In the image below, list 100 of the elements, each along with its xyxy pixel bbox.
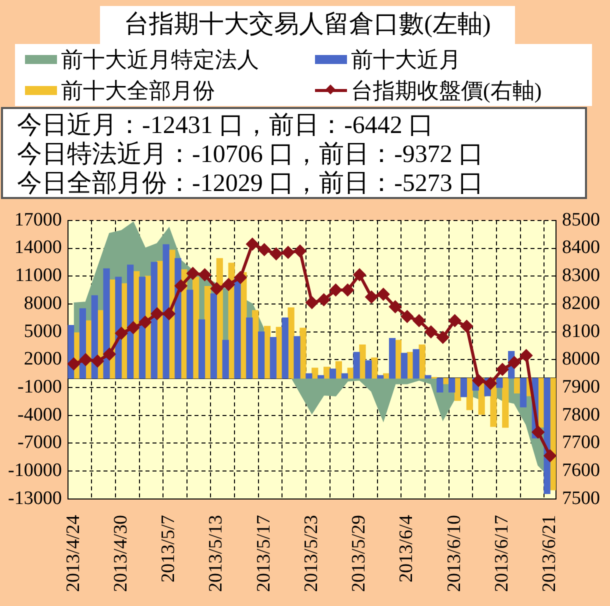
point	[92, 355, 104, 368]
bar	[388, 338, 396, 379]
point	[472, 374, 485, 387]
bar	[377, 375, 384, 379]
bar	[282, 318, 288, 379]
point	[401, 310, 414, 322]
bar	[294, 336, 300, 379]
y-tick-label: 11000	[15, 265, 62, 286]
point	[186, 267, 199, 280]
y2-tick-label: 7700	[562, 432, 600, 454]
y-tick-label: 17000	[14, 209, 62, 230]
y2-tick-label: 7900	[562, 376, 600, 398]
bar	[400, 352, 408, 379]
y-tick-label: -10000	[8, 460, 62, 482]
y2-tick-label: 7500	[562, 488, 600, 509]
y2-tick-label: 8300	[562, 265, 600, 286]
legend-label: 前十大全部月份	[61, 76, 215, 104]
y-tick-label: -1000	[18, 376, 62, 398]
bar	[466, 378, 473, 410]
y2-tick-label: 8100	[562, 320, 600, 342]
y-tick-label: 2000	[24, 348, 62, 370]
text: 今日特法近月：-10706 口，前日：-9372 口	[17, 140, 485, 169]
bar	[365, 360, 372, 379]
point	[139, 316, 152, 328]
bar	[300, 328, 306, 379]
point	[210, 282, 223, 295]
point	[365, 291, 378, 303]
point	[68, 358, 80, 370]
bar	[502, 378, 509, 428]
legend-label: 前十大近月特定法人	[61, 46, 259, 74]
y2-tick-label: 8200	[562, 292, 600, 314]
point	[436, 331, 449, 344]
bar	[138, 276, 146, 379]
bar	[198, 319, 206, 379]
point	[544, 450, 556, 462]
point	[306, 296, 318, 309]
point	[532, 426, 544, 438]
bar	[246, 318, 253, 379]
bar	[353, 352, 360, 379]
point	[282, 246, 294, 258]
bar	[234, 278, 241, 379]
y2-tick-label: 7600	[562, 460, 600, 482]
point	[330, 284, 342, 296]
point	[460, 320, 473, 332]
point	[80, 354, 92, 366]
x-tick-label: 2013/5/23	[300, 514, 322, 592]
point	[151, 308, 164, 320]
bar	[329, 368, 336, 379]
bar	[312, 368, 318, 379]
chart-title: 台指期十大交易人留倉口數(左軸)	[100, 6, 515, 44]
bar	[270, 337, 277, 379]
y-tick-label: -4000	[18, 404, 62, 426]
bar	[514, 378, 521, 394]
x-tick-label: 2013/6/21	[539, 514, 560, 592]
point	[115, 327, 128, 340]
bar	[222, 340, 229, 379]
x-tick-label: 2013/4/24	[62, 514, 84, 592]
bar	[418, 344, 426, 379]
point	[127, 322, 140, 334]
point	[508, 356, 520, 368]
x-tick-label: 2013/4/30	[110, 514, 132, 592]
y2-tick-label: 7800	[562, 404, 600, 426]
bar	[258, 331, 265, 379]
point	[377, 288, 390, 300]
y-tick-label: -13000	[8, 488, 62, 509]
bar	[127, 264, 134, 379]
bar	[520, 378, 527, 408]
point	[484, 377, 497, 390]
point	[222, 278, 235, 290]
bar	[306, 373, 312, 379]
point	[294, 245, 306, 258]
bar	[103, 268, 110, 379]
bar	[335, 361, 342, 379]
bar	[460, 378, 468, 398]
legend-label: 前十大近月	[351, 46, 461, 74]
point	[246, 238, 258, 250]
bar	[186, 290, 194, 379]
y-tick-label: -7000	[18, 432, 62, 454]
y-tick-label: 5000	[24, 320, 62, 342]
x-tick-label: 2013/5/13	[206, 514, 227, 592]
y2-tick-label: 8400	[562, 237, 600, 258]
point	[424, 326, 437, 338]
point	[413, 314, 426, 327]
y-tick-label: 14000	[14, 237, 62, 258]
point	[270, 248, 282, 260]
bar	[341, 373, 348, 379]
point	[389, 300, 402, 313]
bar	[412, 349, 420, 379]
x-tick-label: 2013/5/7	[158, 514, 180, 583]
point	[163, 308, 176, 320]
text: 今日近月：-12431 口，前日：-6442 口	[17, 111, 435, 140]
point	[258, 244, 270, 256]
point	[198, 268, 211, 281]
bar	[162, 244, 170, 379]
text: 今日全部月份：-12029 口，前日：-5273 口	[17, 169, 485, 198]
bar	[150, 262, 158, 379]
point	[234, 272, 246, 284]
x-tick-label: 2013/5/17	[253, 514, 274, 592]
bar	[448, 378, 456, 392]
point	[520, 349, 532, 362]
